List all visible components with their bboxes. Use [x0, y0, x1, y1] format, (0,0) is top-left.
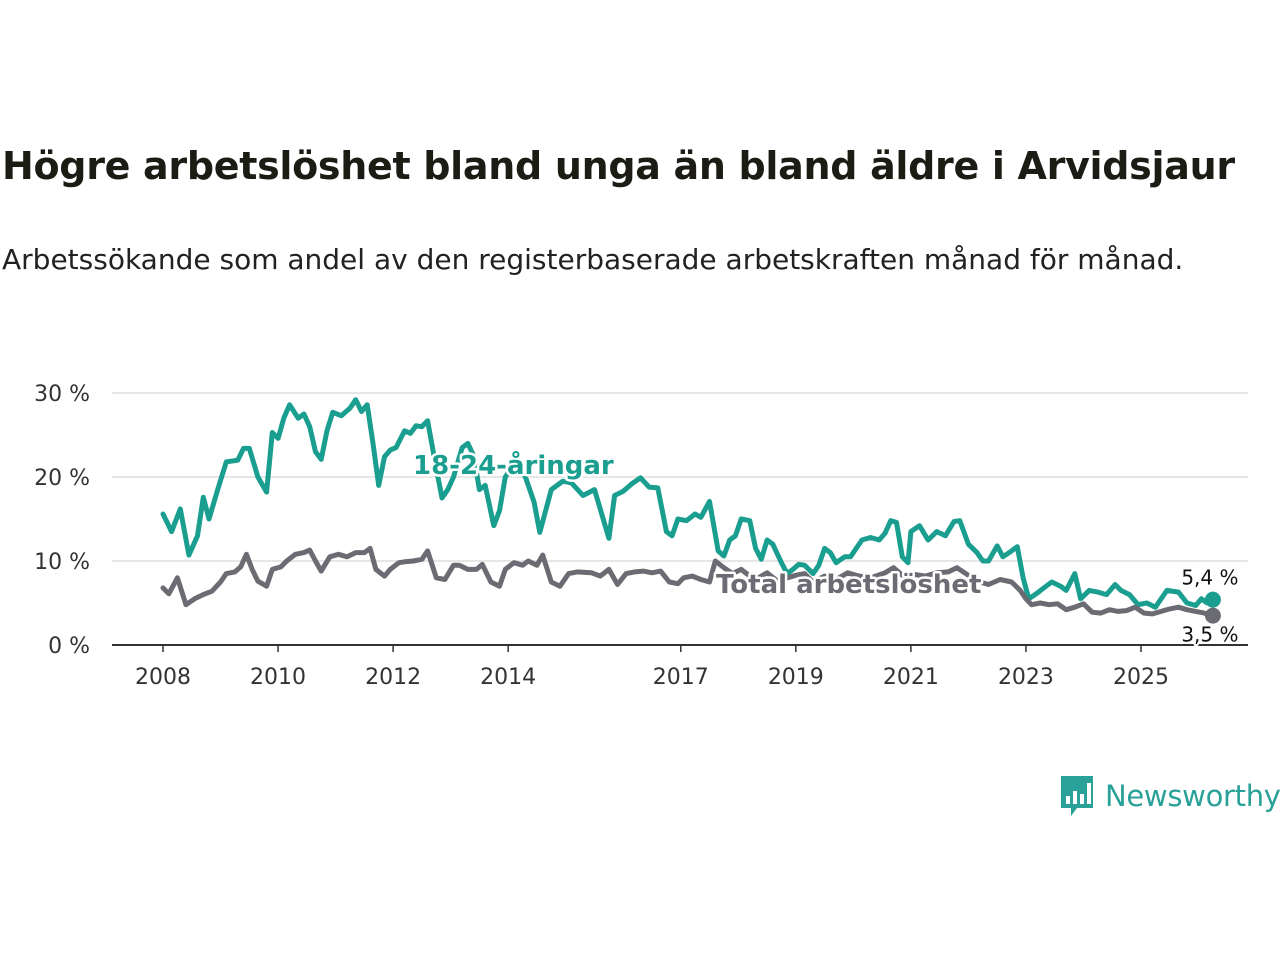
x-tick-label: 2023 [998, 665, 1054, 690]
series-label-18-24-åringar: 18-24-åringar [413, 449, 614, 481]
y-axis: 0 % 10 % 20 % 30 % [34, 382, 90, 659]
label-layer: 18-24-åringar Total arbetslöshet 5,4 % 3,5 … [411, 447, 1241, 649]
y-tick-label: 30 % [34, 382, 90, 407]
bar-chart-speech-bubble-icon [1061, 776, 1093, 816]
brand-name: Newsworthy [1105, 779, 1280, 813]
line-chart: 0 % 10 % 20 % 30 % 2008 2010 2012 2014 2017 2019… [34, 382, 1248, 690]
end-value-label-18-24-åringar: 5,4 % [1181, 566, 1238, 590]
series-line-total-arbetslöshet [160, 545, 1216, 619]
chart-title: Högre arbetslöshet bland unga än bland ä… [2, 144, 1235, 188]
x-tick-label: 2017 [653, 665, 709, 690]
y-tick-label: 10 % [34, 550, 90, 575]
end-point-18-24-åringar [1204, 591, 1221, 608]
grid-layer [112, 392, 1248, 646]
newsworthy-logo[interactable]: Newsworthy [1059, 774, 1280, 818]
chart-subtitle: Arbetssökande som andel av den registerb… [2, 243, 1184, 276]
x-tick-label: 2010 [250, 665, 306, 690]
x-axis: 2008 2010 2012 2014 2017 2019 2021 2023 2025 [135, 645, 1169, 690]
x-tick-label: 2021 [883, 665, 939, 690]
series-label-total-arbetslöshet: Total arbetslöshet [716, 570, 981, 600]
y-tick-label: 20 % [34, 466, 90, 491]
x-tick-label: 2008 [135, 665, 191, 690]
y-tick-label: 0 % [48, 634, 90, 659]
end-value-label-total-arbetslöshet: 3,5 % [1181, 623, 1238, 647]
series-line-18-24-åringar [160, 397, 1216, 610]
end-point-total-arbetslöshet [1204, 607, 1221, 624]
x-tick-label: 2012 [365, 665, 421, 690]
x-tick-label: 2014 [480, 665, 536, 690]
x-tick-label: 2025 [1113, 665, 1169, 690]
series-layer [160, 397, 1221, 624]
x-tick-label: 2019 [768, 665, 824, 690]
